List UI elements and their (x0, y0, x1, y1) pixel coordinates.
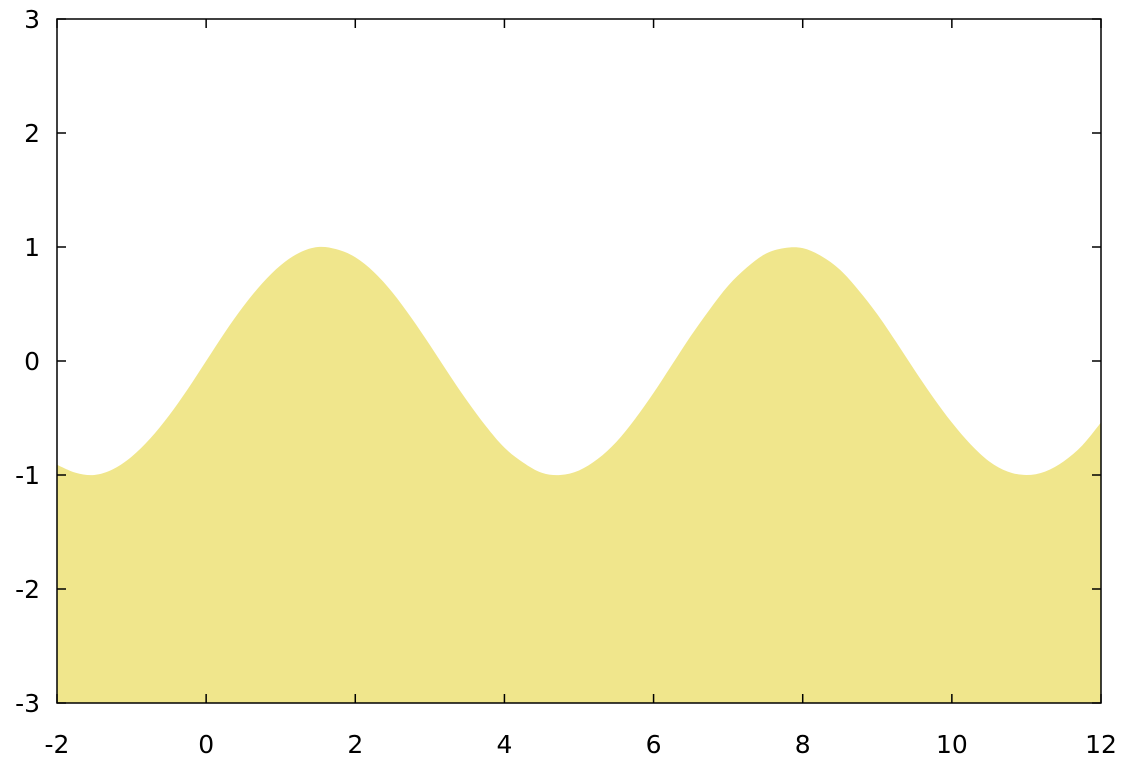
x-tick-label: 6 (646, 730, 662, 759)
y-tick-label: 1 (24, 233, 40, 262)
y-tick-label: 2 (24, 119, 40, 148)
x-tick-label: 0 (198, 730, 214, 759)
x-tick-label: 10 (936, 730, 968, 759)
x-tick-label: 8 (795, 730, 811, 759)
y-tick-label: -3 (15, 689, 40, 718)
y-tick-label: -2 (15, 575, 40, 604)
x-tick-label: -2 (45, 730, 70, 759)
y-tick-label: -1 (15, 461, 40, 490)
x-tick-label: 4 (496, 730, 512, 759)
area-series-0 (57, 246, 1101, 703)
y-tick-label: 0 (24, 347, 40, 376)
x-tick-label: 2 (347, 730, 363, 759)
y-tick-label: 3 (24, 5, 40, 34)
plot-area (57, 246, 1101, 703)
x-tick-label: 12 (1085, 730, 1117, 759)
